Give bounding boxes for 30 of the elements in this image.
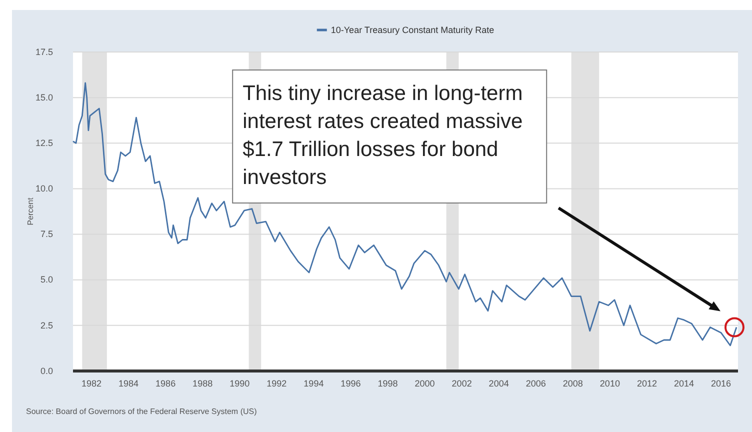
y-tick-label: 10.0 xyxy=(35,184,53,194)
x-tick-label: 2016 xyxy=(711,378,732,388)
y-tick-label: 15.0 xyxy=(35,92,53,102)
y-axis-title: Percent xyxy=(26,196,35,226)
x-tick-label: 1998 xyxy=(378,378,398,388)
annotation: This tiny increase in long-term interest rates created massive $1.7 Trillion losses for bond investors xyxy=(242,82,523,189)
legend-label: 10-Year Treasury Constant Maturity Rate xyxy=(330,25,494,35)
x-tick-label: 2008 xyxy=(562,378,583,388)
y-tick-label: 7.5 xyxy=(40,229,53,240)
x-tick-label: 2006 xyxy=(526,378,546,388)
x-tick-label: 2004 xyxy=(488,378,509,388)
y-tick-label: 0.0 xyxy=(40,366,53,376)
x-tick-label: 1994 xyxy=(304,378,324,388)
x-tick-label: 1984 xyxy=(118,378,139,388)
x-tick-label: 1990 xyxy=(230,378,250,388)
x-tick-label: 2010 xyxy=(600,378,620,388)
x-tick-label: 1996 xyxy=(340,378,361,388)
y-tick-label: 2.5 xyxy=(40,320,53,330)
x-tick-label: 2000 xyxy=(414,378,435,388)
y-tick-label: 17.5 xyxy=(35,46,53,57)
x-tick-label: 1992 xyxy=(266,378,287,388)
x-tick-label: 1988 xyxy=(192,378,213,388)
x-tick-label: 1982 xyxy=(81,378,102,388)
source-note: Source: Board of Governors of the Federal Reserve System (US) xyxy=(26,407,258,416)
x-tick-label: 2014 xyxy=(674,378,694,388)
x-tick-label: 2002 xyxy=(452,378,472,388)
y-tick-label: 5.0 xyxy=(40,274,53,285)
x-tick-label: 1986 xyxy=(156,378,176,388)
x-tick-label: 2012 xyxy=(636,378,657,388)
y-tick-label: 12.5 xyxy=(35,138,53,148)
